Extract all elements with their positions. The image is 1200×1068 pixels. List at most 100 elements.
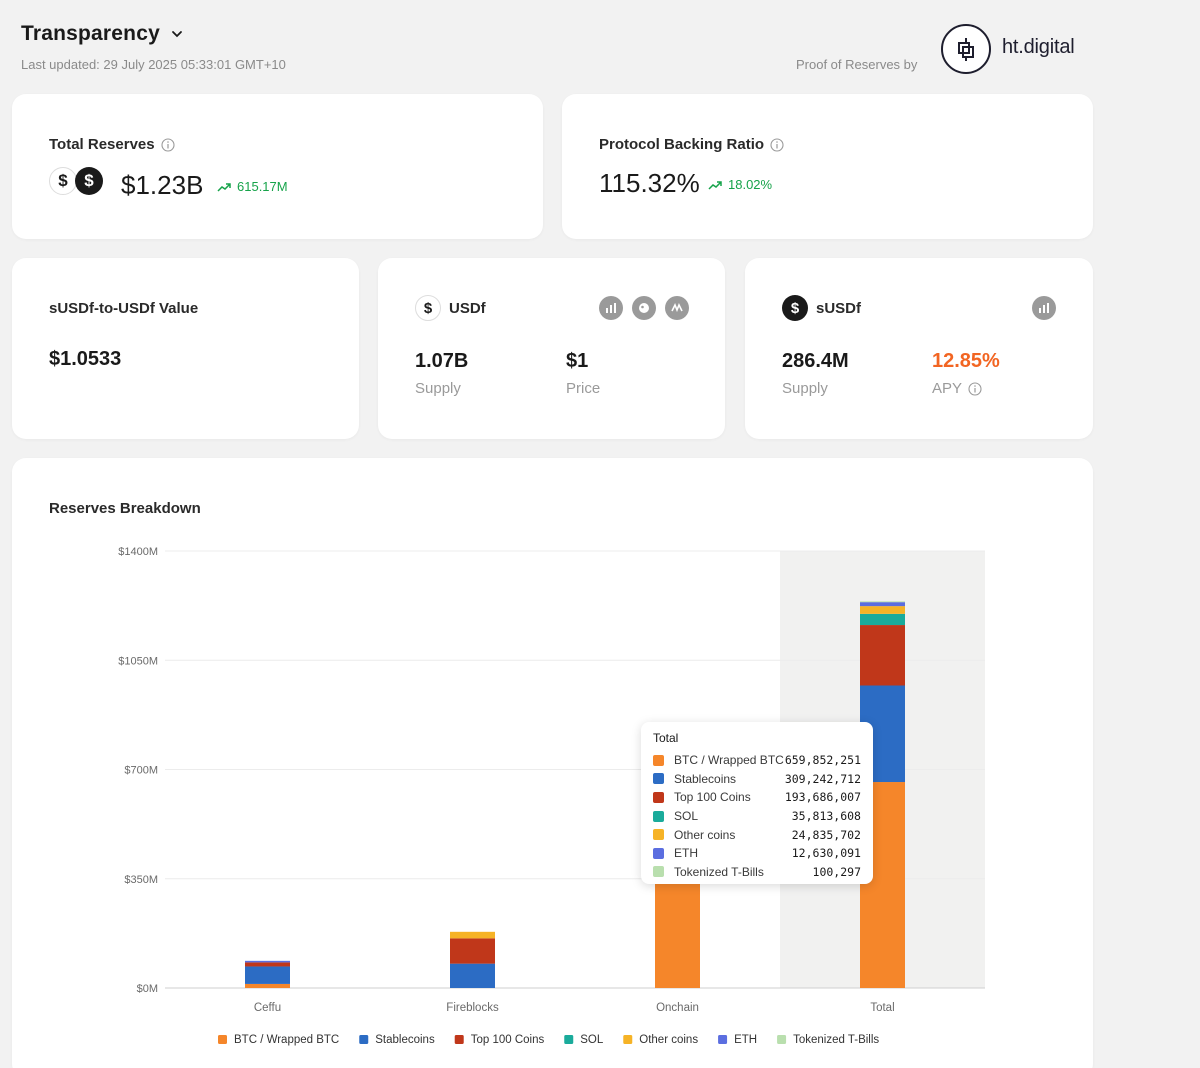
trend-up-icon (708, 180, 722, 190)
legend-swatch[interactable] (454, 1035, 464, 1044)
legend-label[interactable]: Stablecoins (375, 1034, 435, 1046)
proof-of-reserves-label: Proof of Reserves by (796, 57, 918, 72)
legend-label[interactable]: Top 100 Coins (471, 1034, 545, 1046)
coinmarketcap-icon[interactable] (665, 296, 689, 320)
susdf-name: sUSDf (816, 299, 862, 317)
chevron-down-icon[interactable] (170, 27, 184, 41)
susdf-card: $ sUSDf 286.4M Supply 12.85% APY (745, 258, 1093, 439)
susdf-header: $ sUSDf (782, 295, 861, 321)
bar-segment[interactable] (860, 625, 905, 686)
dune-analytics-icon[interactable] (599, 296, 623, 320)
tooltip-rows: BTC / Wrapped BTC 659,852,251 Stablecoins 3… (653, 751, 861, 881)
susdf-apy-label-row: APY (932, 380, 982, 397)
usdf-price-value: $1 (566, 350, 589, 372)
y-tick-label: $1400M (118, 546, 158, 558)
legend-swatch[interactable] (359, 1035, 369, 1044)
info-icon[interactable] (770, 137, 784, 152)
usdf-supply-value: 1.07B (415, 350, 469, 372)
tooltip-series-name: ETH (674, 846, 698, 861)
y-tick-label: $1050M (118, 655, 158, 667)
legend-swatch[interactable] (777, 1035, 787, 1044)
tooltip-swatch (653, 754, 664, 766)
total-reserves-trend-value: 615.17M (237, 179, 288, 194)
bar-segment[interactable] (245, 960, 290, 963)
bar-segment[interactable] (860, 606, 905, 614)
tooltip-series-value: 35,813,608 (791, 809, 861, 824)
tooltip-swatch (653, 810, 664, 822)
bar-segment[interactable] (450, 931, 495, 939)
tooltip-series-value: 659,852,251 (784, 753, 861, 768)
usdf-supply-label: Supply (415, 380, 461, 397)
chart-tooltip: Total BTC / Wrapped BTC 659,852,251 Stable… (641, 722, 873, 884)
bar-segment[interactable] (860, 601, 905, 603)
usdf-header: $ USDf (415, 295, 486, 321)
x-tick-label: Fireblocks (446, 1002, 499, 1014)
tooltip-series-name: BTC / Wrapped BTC (674, 753, 784, 768)
tooltip-row: Tokenized T-Bills 100,297 (653, 863, 861, 882)
legend-label[interactable]: BTC / Wrapped BTC (234, 1034, 339, 1046)
info-icon[interactable] (161, 137, 175, 152)
tooltip-row: SOL 35,813,608 (653, 807, 861, 826)
usdf-coin-icon: $ (415, 295, 441, 321)
legend-label[interactable]: Tokenized T-Bills (793, 1034, 879, 1046)
legend-swatch[interactable] (564, 1035, 574, 1044)
bar-segment[interactable] (860, 602, 905, 607)
susdf-apy-value: 12.85% (932, 350, 1000, 372)
y-tick-label: $700M (124, 765, 158, 777)
coingecko-icon[interactable] (632, 296, 656, 320)
backing-ratio-value: 115.32% (599, 168, 700, 198)
page-title[interactable]: Transparency (21, 22, 160, 45)
total-reserves-label: Total Reserves (49, 136, 155, 153)
legend-swatch[interactable] (623, 1035, 633, 1044)
y-tick-label: $0M (137, 983, 158, 995)
bar-segment[interactable] (245, 983, 290, 988)
total-reserves-card: Total Reserves $ $ $1.23B 615.17M (12, 94, 543, 239)
tooltip-swatch (653, 791, 664, 803)
bar-segment[interactable] (450, 963, 495, 988)
tooltip-series-value: 100,297 (812, 864, 861, 879)
tooltip-swatch (653, 866, 664, 878)
backing-ratio-trend-value: 18.02% (728, 177, 773, 192)
bar-segment[interactable] (245, 962, 290, 967)
usdf-card: $ USDf 1.07B Supply $1 Price (378, 258, 725, 439)
usdf-links (599, 296, 689, 320)
last-updated-text: Last updated: 29 July 2025 05:33:01 GMT+… (21, 57, 286, 72)
tooltip-series-value: 309,242,712 (784, 771, 861, 786)
x-tick-label: Onchain (656, 1002, 699, 1014)
tooltip-row: Other coins 24,835,702 (653, 825, 861, 844)
susdf-value-label: sUSDf-to-USDf Value (49, 300, 199, 317)
tooltip-row: BTC / Wrapped BTC 659,852,251 (653, 751, 861, 770)
title-row[interactable]: Transparency (21, 22, 1101, 46)
bar-segment[interactable] (860, 613, 905, 626)
susdf-value-amount: $1.0533 (49, 348, 122, 370)
legend-label[interactable]: SOL (580, 1034, 604, 1046)
susdf-supply-value: 286.4M (782, 350, 849, 372)
susdf-supply-label: Supply (782, 380, 828, 397)
legend-label[interactable]: Other coins (639, 1034, 698, 1046)
backing-ratio-label: Protocol Backing Ratio (599, 136, 765, 153)
tooltip-row: Top 100 Coins 193,686,007 (653, 788, 861, 807)
page-header: Transparency Last updated: 29 July 2025 … (21, 22, 1101, 82)
backing-ratio-label-row: Protocol Backing Ratio (599, 136, 784, 153)
ht-digital-logo-text[interactable]: ht.digital (1002, 36, 1075, 58)
x-tick-label: Ceffu (254, 1002, 281, 1014)
tooltip-series-value: 24,835,702 (791, 827, 861, 842)
tooltip-title: Total (653, 731, 679, 745)
tooltip-series-name: Tokenized T-Bills (674, 864, 764, 879)
susdf-apy-label: APY (932, 380, 963, 397)
backing-ratio-card: Protocol Backing Ratio 115.32% 18.02% (562, 94, 1093, 239)
dune-analytics-icon[interactable] (1032, 296, 1056, 320)
total-reserves-value: $1.23B (121, 170, 204, 200)
bar-segment[interactable] (245, 966, 290, 984)
tooltip-swatch (653, 847, 664, 859)
legend-swatch[interactable] (218, 1035, 227, 1044)
info-icon[interactable] (968, 381, 982, 396)
bar-segment[interactable] (450, 938, 495, 964)
tooltip-series-name: Other coins (674, 827, 736, 842)
trend-up-icon (217, 182, 231, 192)
legend-label[interactable]: ETH (734, 1034, 757, 1046)
susdf-coin-icon: $ (782, 295, 808, 321)
ht-digital-logo-icon[interactable] (941, 24, 991, 74)
susdf-value-card: sUSDf-to-USDf Value $1.0533 (12, 258, 359, 439)
legend-swatch[interactable] (718, 1035, 728, 1044)
